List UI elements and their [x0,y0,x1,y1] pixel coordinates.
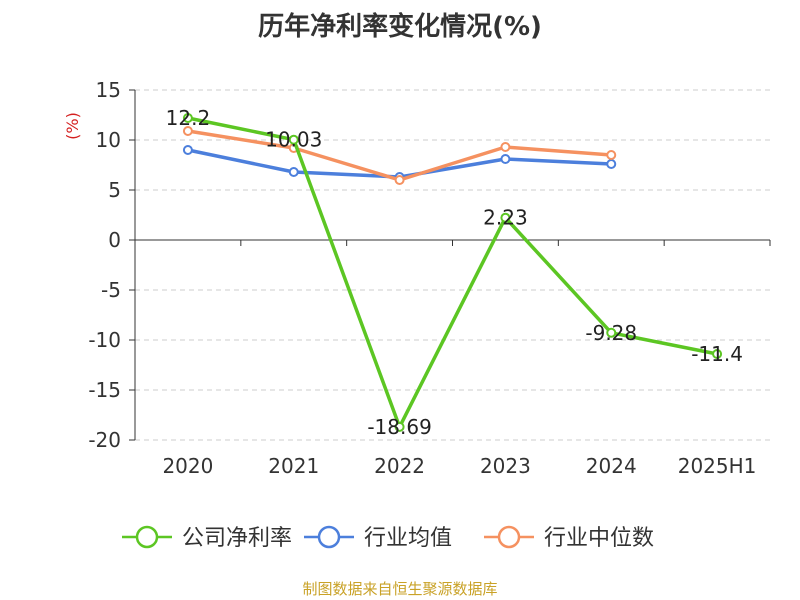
data-point [288,167,299,177]
y-tick-label: 10 [96,128,121,152]
data-point [288,134,299,145]
data-point [500,142,511,152]
data-point [712,349,723,359]
data-point [394,421,405,432]
legend: 公司净利率 行业均值 行业中位数 [122,525,654,551]
legend-item[interactable]: 行业中位数 [484,525,654,551]
series-2 [182,126,617,185]
y-tick-label: -20 [88,428,121,452]
legend-label: 行业均值 [364,526,452,551]
x-tick-label: 2023 [480,454,531,478]
data-point [606,327,617,338]
series-line [187,116,718,429]
data-point [182,145,193,155]
y-axis-label: (%) [63,112,82,140]
legend-marker [135,525,159,549]
data-point [394,175,405,185]
data-point [182,113,193,123]
y-tick-label: 15 [96,78,121,102]
data-label: 12.2 [166,106,211,130]
data-label: -11.4 [691,342,743,366]
grid-lines [135,89,770,441]
x-tick-label: 2024 [586,454,637,478]
legend-marker [497,525,521,549]
data-label: -9.28 [585,321,637,345]
series-lines [182,113,723,432]
y-tick-label: 5 [108,178,121,202]
x-tick-labels: 2020 2021 2022 2023 2024 2025H1 [162,454,756,478]
data-label: 2.23 [483,206,528,230]
data-point [606,159,617,169]
y-tick-label: -10 [88,328,121,352]
y-tick-labels: 15 10 5 0 -5 -10 -15 -20 [88,78,121,452]
legend-item[interactable]: 公司净利率 [122,525,292,551]
legend-marker [317,525,341,549]
legend-label: 行业中位数 [544,526,654,551]
x-tick-label: 2021 [268,454,319,478]
data-point [182,126,193,136]
x-tick-label: 2025H1 [678,454,757,478]
y-tick-label: -15 [88,378,121,402]
chart-title: 历年净利率变化情况(%) [258,12,542,42]
y-tick-label: 0 [108,228,121,252]
data-labels: 12.2 10.03 -18.69 2.23 -9.28 -11.4 [166,106,743,439]
data-point [500,212,511,223]
source-note: 制图数据来自恒生聚源数据库 [302,580,498,598]
x-tick-label: 2020 [162,454,213,478]
series-0 [182,113,723,432]
data-label: 10.03 [265,128,322,152]
data-point [500,154,511,164]
axes [129,89,771,441]
data-label: -18.69 [367,415,431,439]
legend-item[interactable]: 行业均值 [304,525,452,551]
x-tick-label: 2022 [374,454,425,478]
data-point [606,150,617,160]
legend-label: 公司净利率 [182,526,292,551]
y-tick-label: -5 [101,278,121,302]
